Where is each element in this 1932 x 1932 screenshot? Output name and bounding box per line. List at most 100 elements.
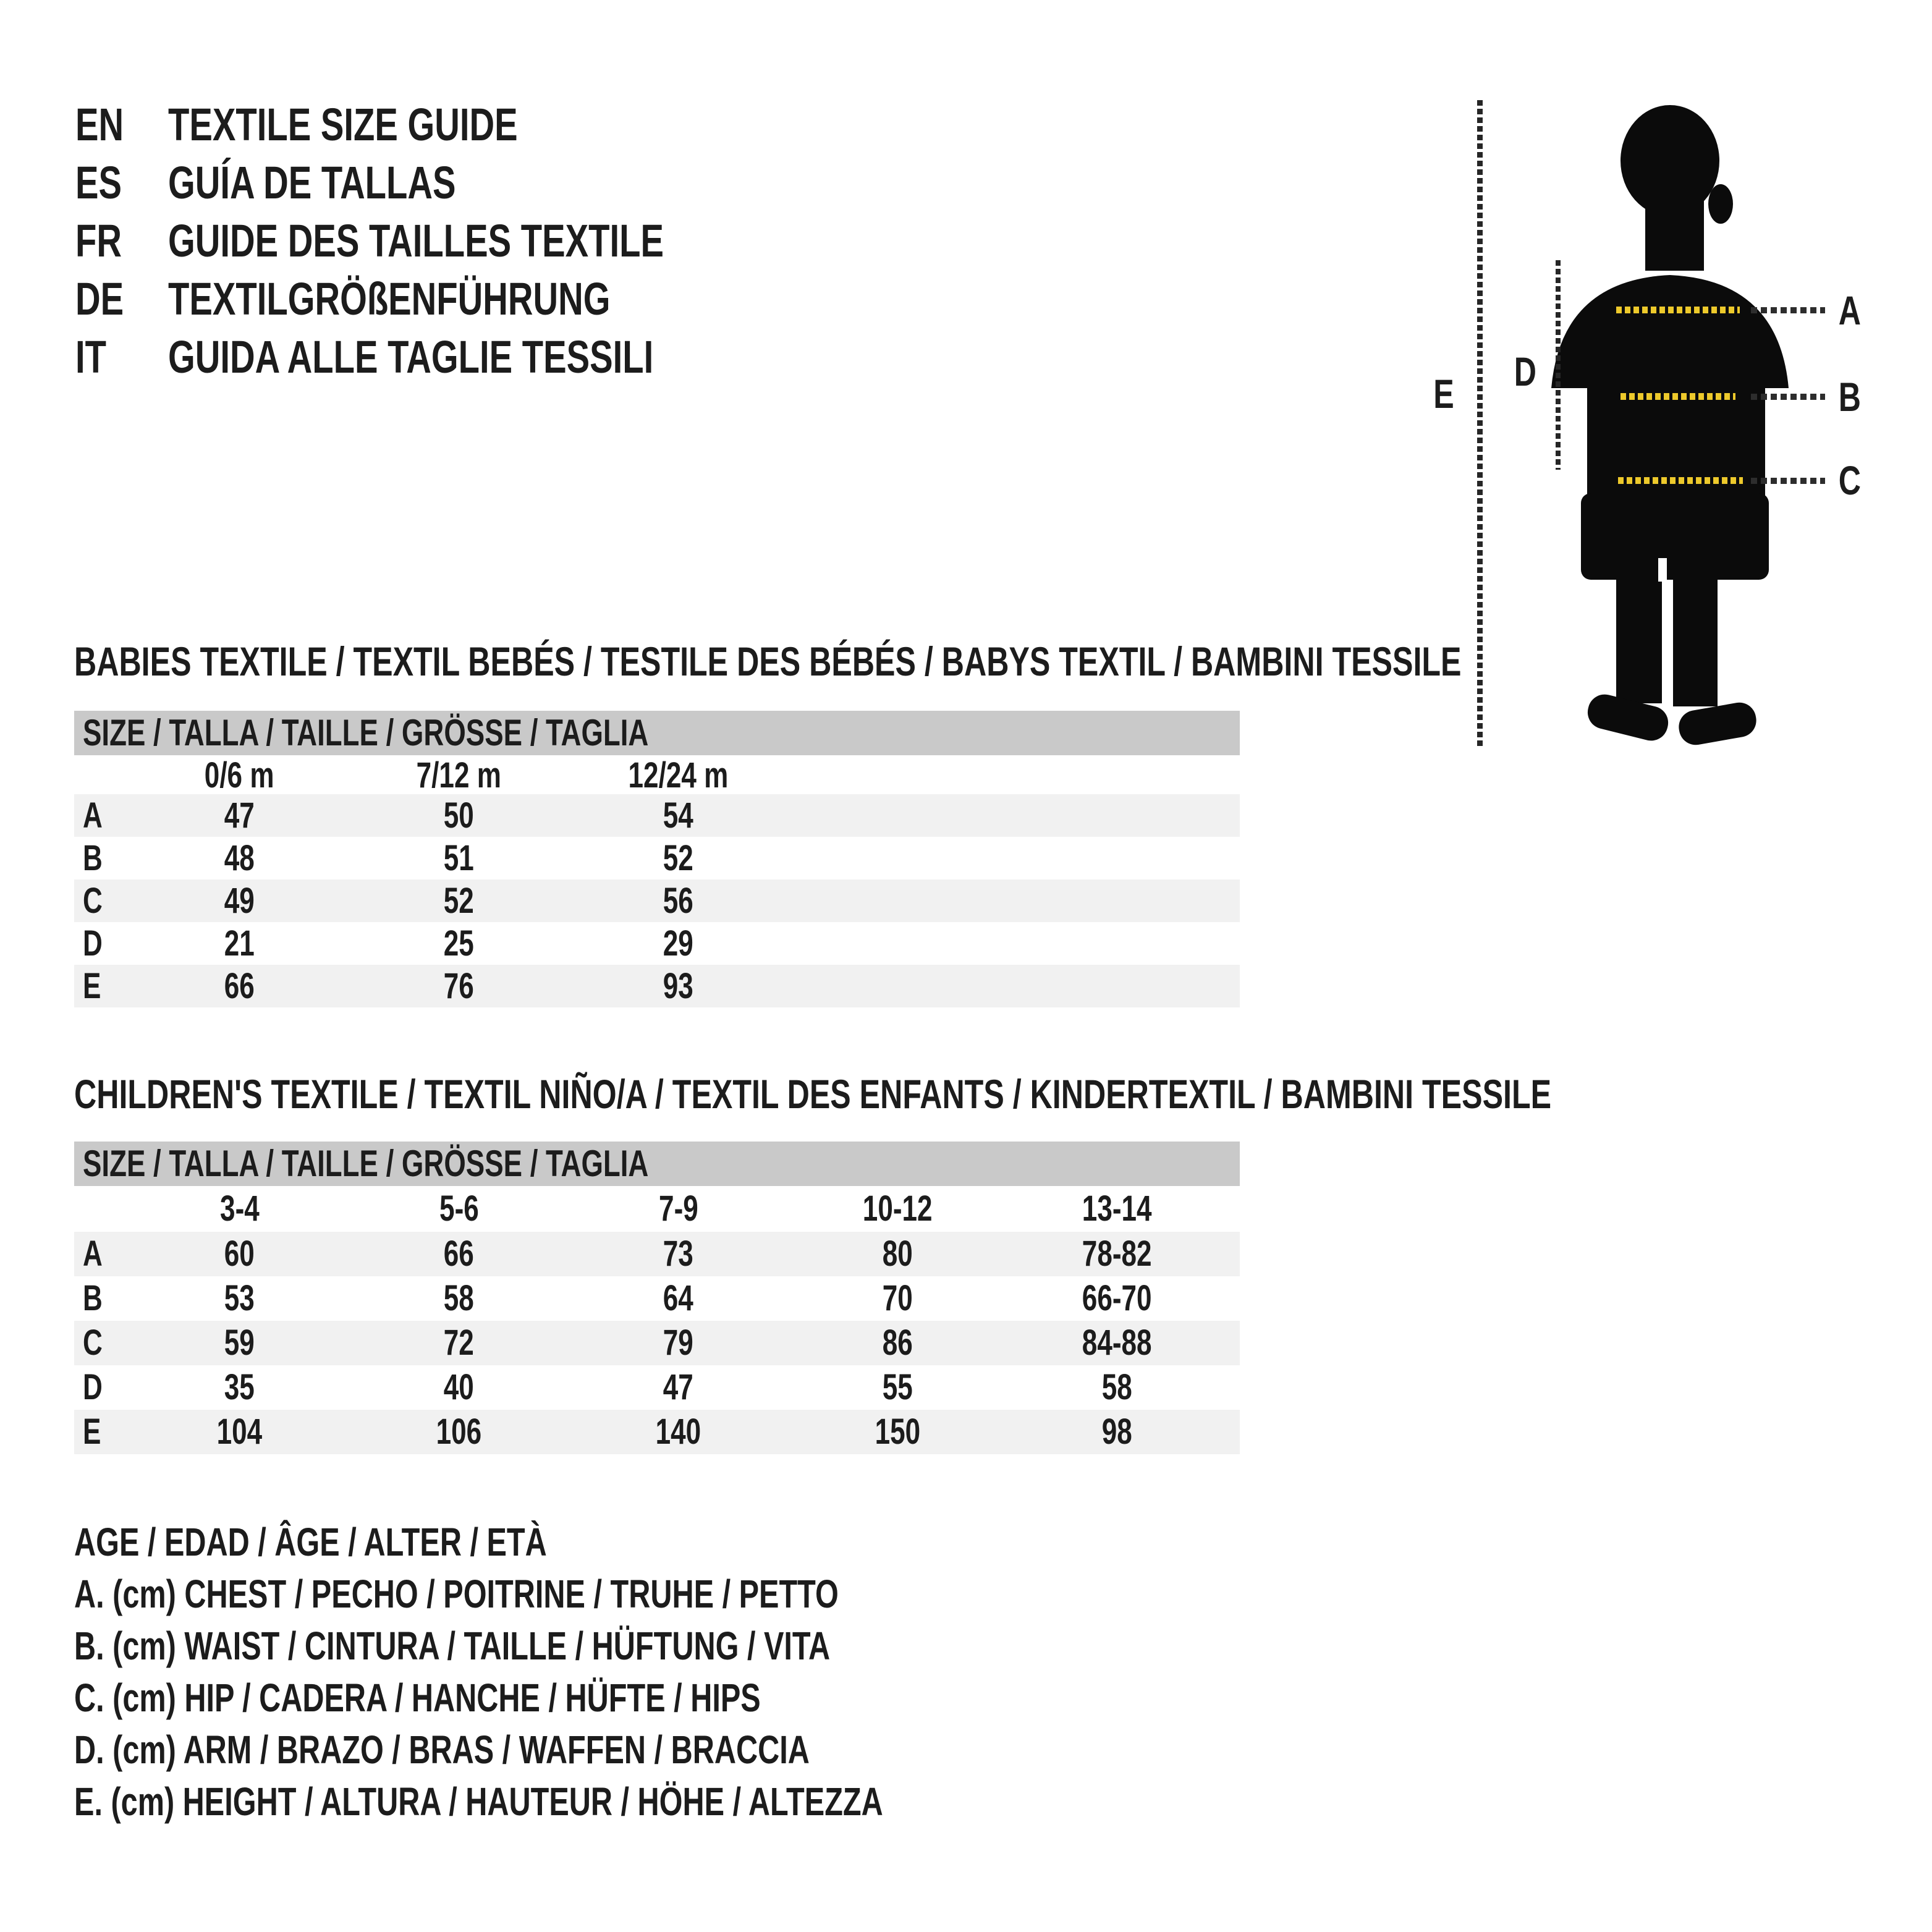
language-title: GUÍA DE TALLAS — [168, 154, 547, 212]
row-label: B — [74, 837, 130, 879]
cell-value: 66-70 — [1007, 1276, 1227, 1321]
cell-value: 51 — [349, 837, 569, 879]
babies-size-header-text: SIZE / TALLA / TAILLE / GRÖSSE / TAGLIA — [83, 712, 649, 753]
cell-value-text: 76 — [443, 966, 475, 1006]
cell-value-text: 72 — [443, 1323, 475, 1363]
language-code-text: IT — [75, 331, 106, 383]
legend-line-text: E. (cm) HEIGHT / ALTURA / HAUTEUR / HÖHE… — [74, 1779, 883, 1824]
child-silhouette-image — [1551, 105, 1789, 745]
row-label-text: A — [83, 1234, 103, 1274]
cell-value: 98 — [1007, 1410, 1227, 1454]
cell-value: 60 — [130, 1232, 349, 1276]
language-row: IT GUIDA ALLE TAGLIE TESSILI — [75, 328, 941, 386]
figure-label-E: E — [1422, 371, 1465, 416]
cell-value-text: 64 — [663, 1278, 694, 1318]
cell-value: 140 — [569, 1410, 788, 1454]
cell-value: 93 — [569, 965, 788, 1007]
cell-value-text: 47 — [663, 1367, 694, 1407]
language-code: EN — [75, 96, 168, 154]
cell-value: 150 — [788, 1410, 1007, 1454]
language-title-list: EN TEXTILE SIZE GUIDE ES GUÍA DE TALLAS … — [75, 96, 941, 386]
cell-value-text: 53 — [224, 1278, 255, 1318]
cell-value: 35 — [130, 1365, 349, 1410]
cell-value-text: 73 — [663, 1234, 694, 1274]
language-title: TEXTILE SIZE GUIDE — [168, 96, 628, 154]
cell-value: 64 — [569, 1276, 788, 1321]
cell-value-text: 29 — [663, 923, 694, 964]
language-title-text: TEXTILE SIZE GUIDE — [168, 99, 518, 150]
chest-measure-line-A — [1616, 307, 1740, 313]
cell-value-text: 106 — [436, 1412, 482, 1452]
cell-value: 73 — [569, 1232, 788, 1276]
babies-column-header-row: 0/6 m 7/12 m 12/24 m — [74, 755, 1240, 796]
waist-measure-leader-B — [1751, 394, 1825, 400]
table-row: E 66 76 93 — [74, 965, 1240, 1007]
language-title: GUIDA ALLE TAGLIE TESSILI — [168, 328, 807, 386]
legend-line-arm: D. (cm) ARM / BRAZO / BRAS / WAFFEN / BR… — [74, 1724, 1138, 1776]
cell-value-text: 86 — [882, 1323, 913, 1363]
figure-label-A: A — [1828, 288, 1871, 333]
legend-line-text: AGE / EDAD / ÂGE / ALTER / ETÀ — [74, 1520, 547, 1564]
cell-value: 78-82 — [1007, 1232, 1227, 1276]
babies-colhdr-spacer — [74, 755, 130, 796]
cell-value: 50 — [349, 794, 569, 837]
table-row: C 59 72 79 86 84-88 — [74, 1321, 1240, 1365]
row-label-text: B — [83, 838, 103, 878]
cell-value: 53 — [130, 1276, 349, 1321]
children-column-header: 13-14 — [1007, 1187, 1227, 1231]
cell-value: 52 — [349, 879, 569, 922]
cell-value-text: 21 — [224, 923, 255, 964]
cell-value-text: 56 — [663, 881, 694, 921]
language-code: IT — [75, 328, 168, 386]
children-column-header-text: 7-9 — [658, 1188, 698, 1229]
legend-line-text: C. (cm) HIP / CADERA / HANCHE / HÜFTE / … — [74, 1676, 761, 1720]
cell-value-text: 80 — [882, 1234, 913, 1274]
cell-value-text: 52 — [443, 881, 475, 921]
children-section-title: CHILDREN'S TEXTILE / TEXTIL NIÑO/A / TEX… — [74, 1072, 1932, 1116]
cell-value-text: 54 — [663, 795, 694, 836]
cell-value-text: 49 — [224, 881, 255, 921]
row-label: D — [74, 1365, 130, 1410]
children-column-header: 3-4 — [130, 1187, 349, 1231]
table-row: B 53 58 64 70 66-70 — [74, 1276, 1240, 1321]
cell-value-text: 66 — [224, 966, 255, 1006]
cell-value: 70 — [788, 1276, 1007, 1321]
measurement-legend: AGE / EDAD / ÂGE / ALTER / ETÀ A. (cm) C… — [74, 1516, 1138, 1828]
table-row: C 49 52 56 — [74, 879, 1240, 922]
babies-size-header-bar: SIZE / TALLA / TAILLE / GRÖSSE / TAGLIA — [74, 711, 1240, 755]
cell-value-text: 51 — [443, 838, 475, 878]
hip-measure-leader-C — [1751, 478, 1825, 484]
language-code-text: FR — [75, 215, 122, 266]
cell-value: 52 — [569, 837, 788, 879]
cell-value: 106 — [349, 1410, 569, 1454]
legend-line-waist: B. (cm) WAIST / CINTURA / TAILLE / HÜFTU… — [74, 1620, 1138, 1672]
cell-value: 29 — [569, 922, 788, 965]
row-label: A — [74, 794, 130, 837]
cell-value: 72 — [349, 1321, 569, 1365]
cell-value: 66 — [349, 1232, 569, 1276]
cell-value: 49 — [130, 879, 349, 922]
legend-line-text: A. (cm) CHEST / PECHO / POITRINE / TRUHE… — [74, 1572, 839, 1616]
figure-label-D: D — [1504, 349, 1547, 394]
cell-value: 66 — [130, 965, 349, 1007]
figure-label-A-text: A — [1838, 287, 1862, 333]
children-column-header-row: 3-4 5-6 7-9 10-12 13-14 — [74, 1187, 1240, 1231]
arm-measure-line-D — [1556, 260, 1561, 470]
cell-value-text: 59 — [224, 1323, 255, 1363]
language-code-text: DE — [75, 273, 124, 324]
cell-value: 58 — [349, 1276, 569, 1321]
language-row: FR GUIDE DES TAILLES TEXTILE — [75, 212, 941, 270]
language-row: EN TEXTILE SIZE GUIDE — [75, 96, 941, 154]
table-row: A 47 50 54 — [74, 794, 1240, 837]
babies-column-header-text: 12/24 m — [628, 755, 729, 795]
cell-value: 25 — [349, 922, 569, 965]
cell-value-text: 93 — [663, 966, 694, 1006]
cell-value-text: 60 — [224, 1234, 255, 1274]
cell-value-text: 47 — [224, 795, 255, 836]
hip-measure-line-C — [1618, 477, 1743, 484]
language-title-text: GUÍA DE TALLAS — [168, 157, 456, 208]
row-label: B — [74, 1276, 130, 1321]
figure-label-B-text: B — [1838, 374, 1862, 420]
children-column-header: 5-6 — [349, 1187, 569, 1231]
row-label: C — [74, 1321, 130, 1365]
